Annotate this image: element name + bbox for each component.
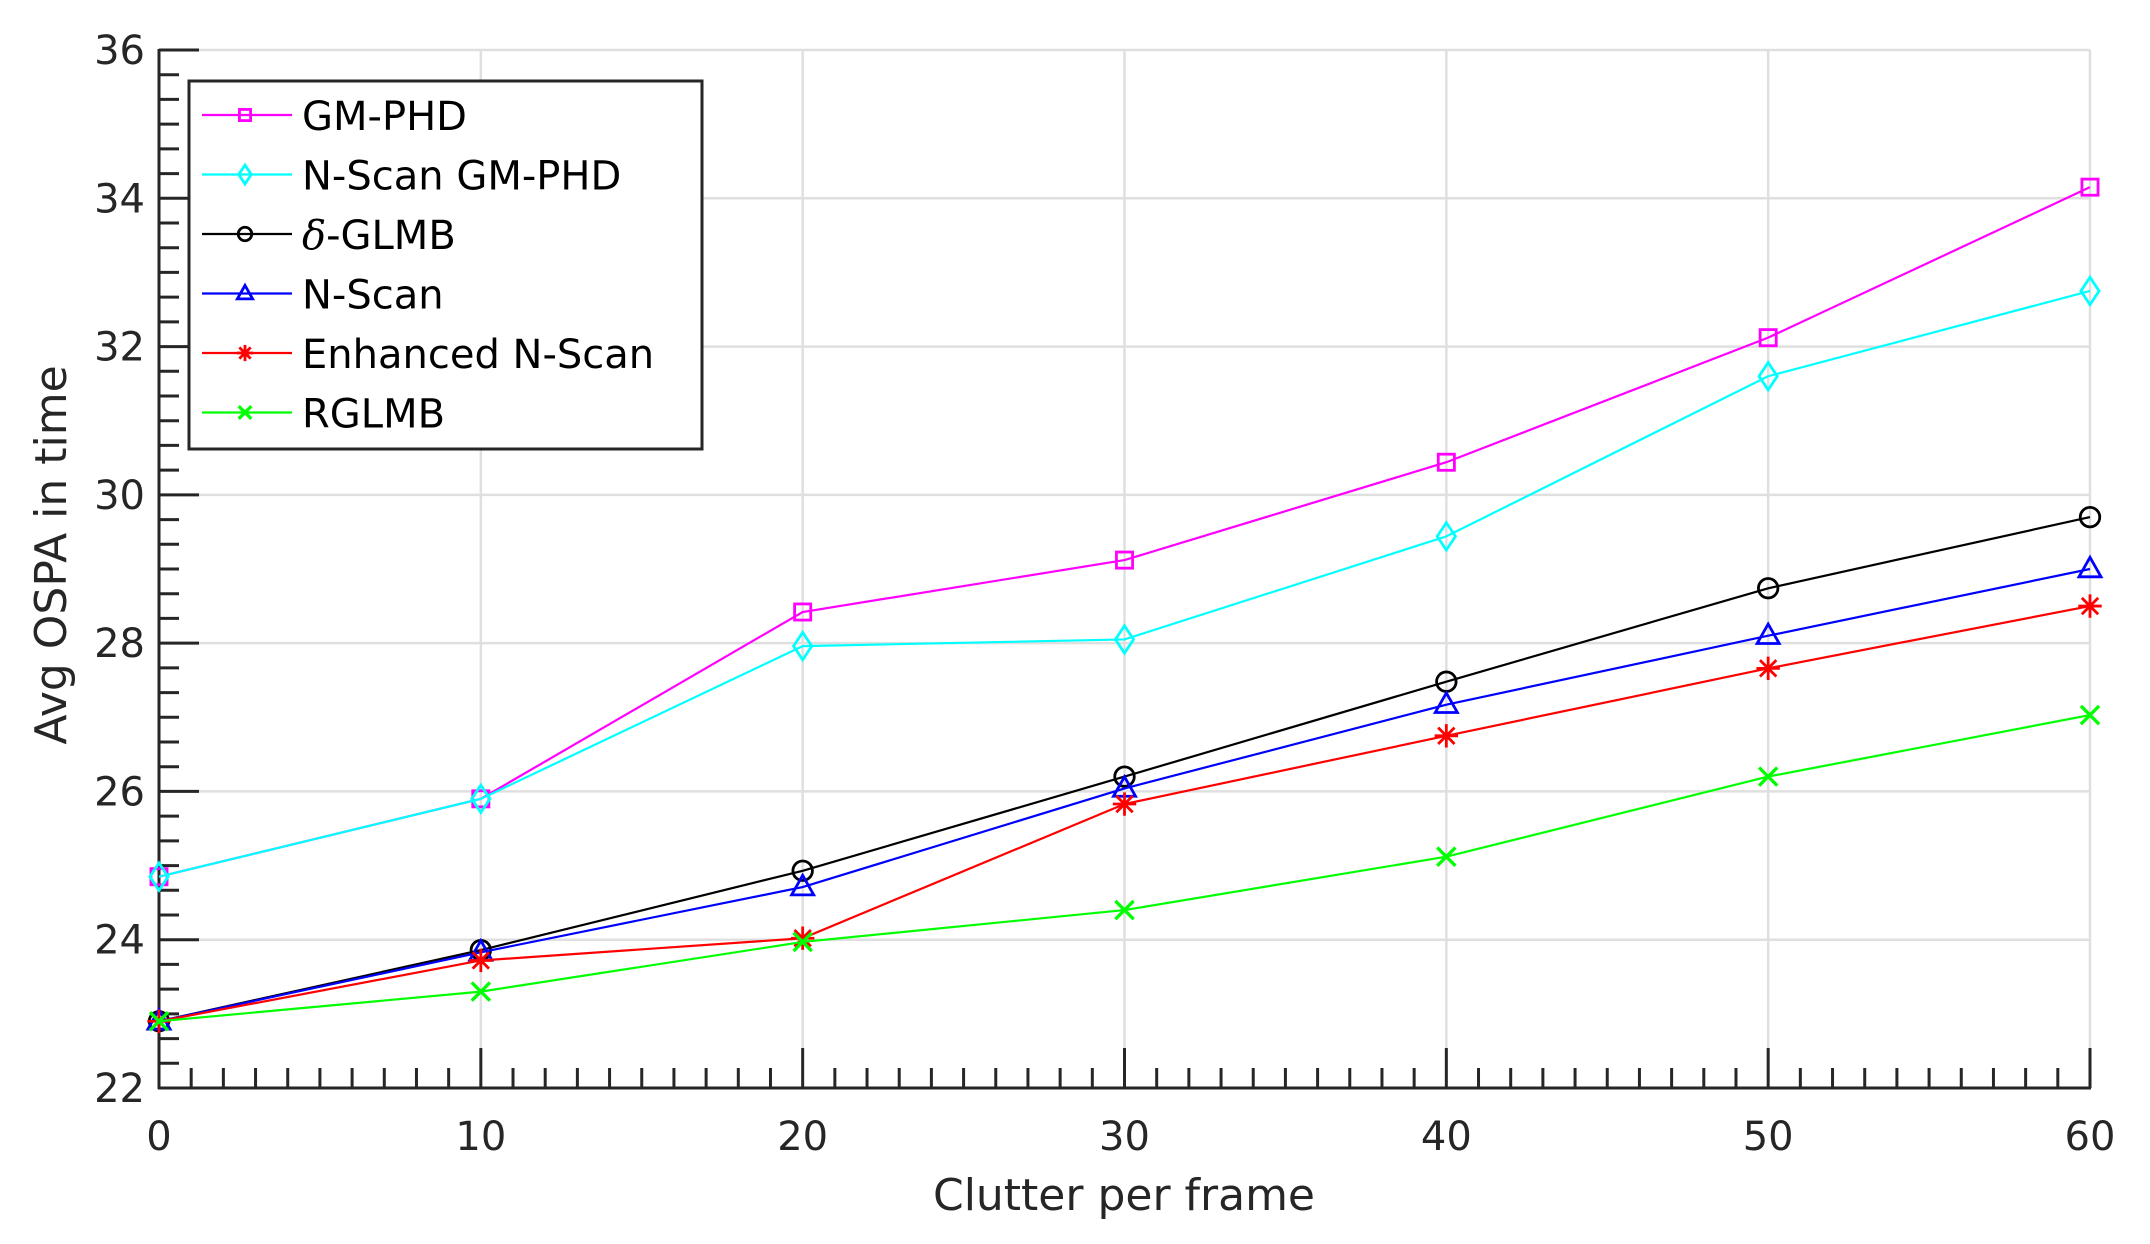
y-tick-label: 24 <box>94 918 145 964</box>
x-marker-icon <box>792 931 813 953</box>
asterisk-marker-icon <box>2078 594 2102 618</box>
square-marker-icon <box>2080 177 2100 197</box>
triangle-marker-icon <box>1754 621 1782 645</box>
x-tick-label: 50 <box>1743 1114 1794 1160</box>
y-tick-label: 34 <box>94 176 145 222</box>
triangle-marker-icon <box>2076 554 2104 579</box>
asterisk-marker-icon <box>1434 724 1459 748</box>
data-series <box>145 177 2104 1033</box>
y-tick-label: 30 <box>94 473 145 519</box>
x-marker-icon <box>1436 846 1457 867</box>
legend-label-text: N-Scan <box>302 273 444 319</box>
square-marker-icon <box>1436 452 1456 472</box>
legend-label: δ-GLMB <box>302 213 456 259</box>
legend-box <box>187 79 704 451</box>
circle-marker-icon <box>2078 505 2102 529</box>
x-tick-label: 40 <box>1421 1114 1472 1160</box>
circle-marker-icon <box>236 225 254 243</box>
asterisk-marker-icon <box>469 948 493 973</box>
legend-label-text: Enhanced N-Scan <box>302 332 654 378</box>
circle-marker-icon <box>1757 577 1780 600</box>
legend-label: GM-PHD <box>302 94 467 140</box>
square-marker-icon <box>793 602 813 622</box>
y-tick-labels: 22 24 26 28 30 32 34 36 <box>94 28 145 1112</box>
diamond-marker-icon <box>470 782 492 816</box>
diamond-marker-icon <box>1757 360 1779 393</box>
y-tick-label: 26 <box>94 769 145 815</box>
asterisk-marker-icon <box>790 926 815 950</box>
legend-label-text: N-Scan GM-PHD <box>302 154 621 200</box>
legend-label-text: GM-PHD <box>302 94 467 140</box>
legend-label-text: -GLMB <box>326 213 456 259</box>
x-tick-label: 30 <box>1099 1114 1150 1160</box>
diamond-marker-icon <box>1435 520 1458 553</box>
diamond-marker-icon <box>2079 274 2101 308</box>
legend-item: GM-PHD <box>202 94 467 140</box>
x-marker-icon <box>237 405 253 420</box>
legend-label: N-Scan <box>302 273 444 319</box>
square-marker-icon <box>1758 328 1778 348</box>
series-line <box>158 289 2091 878</box>
triangle-marker-icon <box>789 872 817 897</box>
y-axis-label: Avg OSPA in time <box>26 365 77 744</box>
x-marker-icon <box>1114 899 1135 921</box>
legend-label-text: RGLMB <box>302 392 445 438</box>
x-tick-label: 0 <box>146 1114 171 1160</box>
legend-item: δ-GLMB <box>202 213 456 259</box>
series-n-scan-gm-phd <box>148 274 2101 893</box>
diamond-marker-icon <box>237 162 253 187</box>
x-marker-icon <box>2079 704 2101 726</box>
y-tick-label: 36 <box>94 28 145 74</box>
y-tick-label: 28 <box>94 621 145 667</box>
legend-item: N-Scan GM-PHD <box>202 154 621 200</box>
legend-item: N-Scan <box>202 273 444 319</box>
x-tick-label: 10 <box>455 1114 506 1160</box>
legend-item: Enhanced N-Scan <box>202 332 654 378</box>
legend-item: RGLMB <box>202 392 445 438</box>
x-axis-label: Clutter per frame <box>933 1170 1315 1221</box>
x-marker-icon <box>470 981 492 1002</box>
x-tick-labels: 0 10 20 30 40 50 60 <box>146 1114 2115 1160</box>
circle-marker-icon <box>1113 765 1136 788</box>
asterisk-marker-icon <box>236 344 254 362</box>
y-tick-label: 32 <box>94 325 145 371</box>
x-marker-icon <box>1757 766 1779 787</box>
axes <box>157 48 2092 1090</box>
square-marker-icon <box>1115 550 1134 570</box>
delta-symbol: δ <box>302 213 326 259</box>
x-marker-icon <box>148 1011 170 1032</box>
diamond-marker-icon <box>1113 623 1136 656</box>
asterisk-marker-icon <box>1112 792 1137 816</box>
diamond-marker-icon <box>148 860 170 893</box>
legend-label: Enhanced N-Scan <box>302 332 654 378</box>
legend: GM-PHD N-Scan GM-PHD δ-GLMB N-Scan Enhanced … <box>187 79 704 451</box>
legend-label: RGLMB <box>302 392 445 438</box>
asterisk-marker-icon <box>1756 656 1780 681</box>
circle-marker-icon <box>791 859 814 882</box>
triangle-marker-icon <box>1432 690 1460 714</box>
x-tick-label: 20 <box>777 1114 828 1160</box>
series-rglmb <box>148 704 2101 1032</box>
triangle-marker-icon <box>234 282 256 301</box>
diamond-marker-icon <box>791 629 814 663</box>
legend-label: N-Scan GM-PHD <box>302 154 621 200</box>
y-tick-label: 22 <box>94 1066 145 1112</box>
x-tick-label: 60 <box>2065 1114 2116 1160</box>
square-marker-icon <box>238 108 252 122</box>
